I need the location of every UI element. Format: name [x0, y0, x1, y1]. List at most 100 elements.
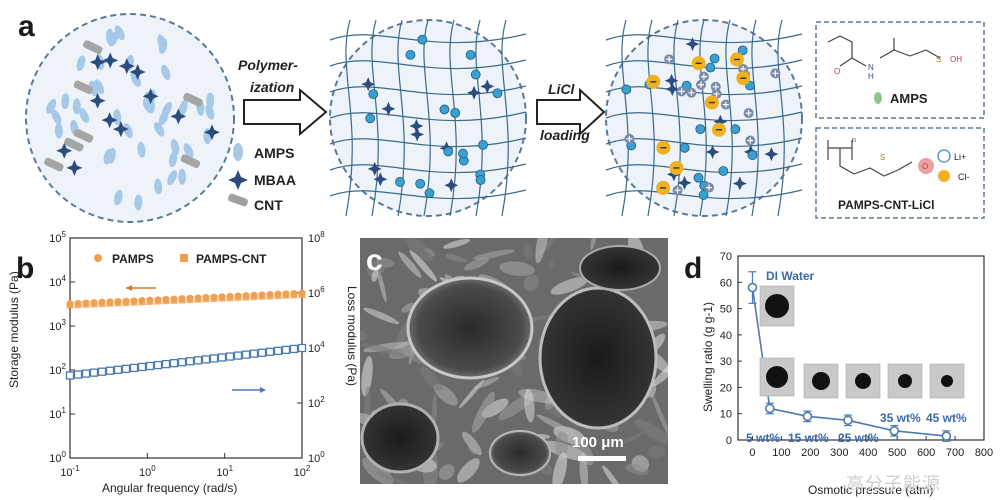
mbaa-crosslinker-icon [677, 175, 692, 190]
sulfonate-group-icon [417, 34, 428, 45]
loss-modulus-point [145, 361, 155, 371]
y-tick-label: 20 [720, 382, 732, 394]
sulfonate-group-icon [458, 148, 468, 159]
mbaa-crosslinker-icon [56, 142, 73, 159]
li-label: Li+ [954, 152, 966, 162]
concentration-label: 35 wt% [880, 411, 921, 425]
sem-fiber [634, 419, 668, 445]
sulfonate-group-icon [475, 175, 486, 185]
concentration-label: 5 wt% [746, 431, 780, 445]
polymer-chain [605, 189, 803, 200]
mbaa-crosslinker-icon [373, 172, 388, 187]
panel-letter-d: d [684, 252, 702, 285]
sem-fiber [363, 307, 400, 325]
amps-monomer-icon [161, 102, 173, 117]
cl-label: Cl- [958, 172, 970, 182]
amps-monomer-icon [114, 25, 125, 41]
pamps-point [298, 289, 306, 297]
plus-icon [678, 88, 685, 95]
legend-pamps-cnt-label: PAMPS-CNT [196, 252, 267, 266]
legend-pamps-cnt-marker [180, 254, 188, 262]
cnt-legend-label: CNT [254, 197, 283, 213]
tick-label: 104 [49, 274, 66, 289]
pamps-point [258, 291, 266, 299]
concentration-label: 15 wt% [788, 431, 829, 445]
amps-monomer-icon [168, 151, 178, 168]
amps-structure-box: O N H S OH AMPS [815, 21, 985, 119]
sem-fiber [376, 471, 416, 484]
loss-modulus-point [121, 364, 131, 374]
sem-fiber [443, 239, 471, 249]
mbaa-crosslinker-icon [381, 101, 396, 116]
x-tick-label: 600 [917, 447, 935, 459]
polymer-chain [329, 85, 527, 96]
polymer-chain [777, 19, 785, 217]
precursor-circle [25, 13, 235, 223]
pamps-point [226, 292, 234, 300]
sulfonate-group-icon [730, 124, 741, 135]
mbaa-crosslinker-icon [713, 114, 728, 129]
swelling-point [843, 415, 853, 426]
mbaa-crosslinker-icon [467, 85, 482, 100]
sem-fiber [438, 464, 455, 480]
amps-monomer-icon [103, 148, 113, 165]
sem-fiber [432, 394, 437, 426]
y-tick-label: 10 [720, 409, 732, 421]
polymer-chain [725, 19, 733, 217]
tick-label: 106 [308, 285, 325, 300]
pamps-point [114, 298, 122, 306]
salt-structure-box: n S O Li+ Cl- PAMPS-CNT-LiCl [815, 127, 985, 219]
plus-icon [688, 89, 695, 96]
sem-fiber [499, 261, 535, 277]
swelling-point [889, 425, 900, 436]
sem-fiber [409, 250, 438, 282]
amps-monomer-icon [114, 189, 123, 206]
sulfonate-group-icon [443, 146, 454, 157]
sem-fiber [590, 238, 598, 251]
amps-monomer-icon [178, 168, 187, 185]
amps-monomer-icon [170, 139, 180, 155]
sem-fiber [360, 330, 368, 342]
tick-label: 101 [216, 464, 233, 479]
sulfonate-group-icon [395, 177, 405, 187]
mbaa-crosslinker-icon [665, 82, 680, 97]
sem-fiber [461, 431, 482, 456]
sem-fiber [366, 259, 386, 278]
licl-loading-arrow: LiCl loading [536, 81, 606, 143]
sulfonate-group-icon [621, 84, 632, 95]
scale-bar-label: 100 μm [572, 434, 624, 451]
sulfonate-group-icon [365, 113, 376, 124]
pamps-point [234, 292, 242, 300]
amps-monomer-icon [76, 55, 86, 72]
pamps-point [122, 297, 130, 305]
pamps-point [130, 297, 138, 305]
amps-monomer-icon [134, 194, 143, 211]
sulfonate-group-icon [439, 104, 450, 115]
loss-modulus-point [193, 356, 203, 365]
amps-monomer-icon [161, 64, 171, 81]
tick-label: 108 [308, 230, 325, 245]
amps-monomer-icon [108, 31, 119, 47]
legend-pamps-marker [94, 254, 102, 262]
pamps-point [186, 294, 194, 302]
polymer-chain [371, 19, 379, 217]
x-tick-label: 200 [801, 447, 819, 459]
b-xlabel: Angular frequency (rad/s) [102, 481, 237, 495]
amps-monomer-icon [178, 100, 188, 116]
plus-icon [745, 110, 752, 117]
amps-monomer-icon [79, 108, 90, 123]
concentration-label: 25 wt% [838, 431, 879, 445]
cnt-icon [73, 80, 94, 95]
panel-a: Polymer- ization LiCl loading AMPS MBAA [25, 13, 985, 223]
plus-icon [626, 135, 633, 142]
storage-arrow [126, 285, 156, 291]
y-tick-label: 30 [720, 356, 732, 368]
sulfonate-group-icon [492, 88, 503, 99]
pamps-point [170, 295, 178, 303]
x-tick-label: 400 [859, 447, 877, 459]
polymerization-label-1: Polymer- [238, 57, 298, 73]
amps-monomer-icon [154, 178, 163, 195]
loss-modulus-point [177, 358, 187, 367]
amps-legend-label: AMPS [254, 145, 294, 161]
li-plus-icon [937, 149, 951, 163]
